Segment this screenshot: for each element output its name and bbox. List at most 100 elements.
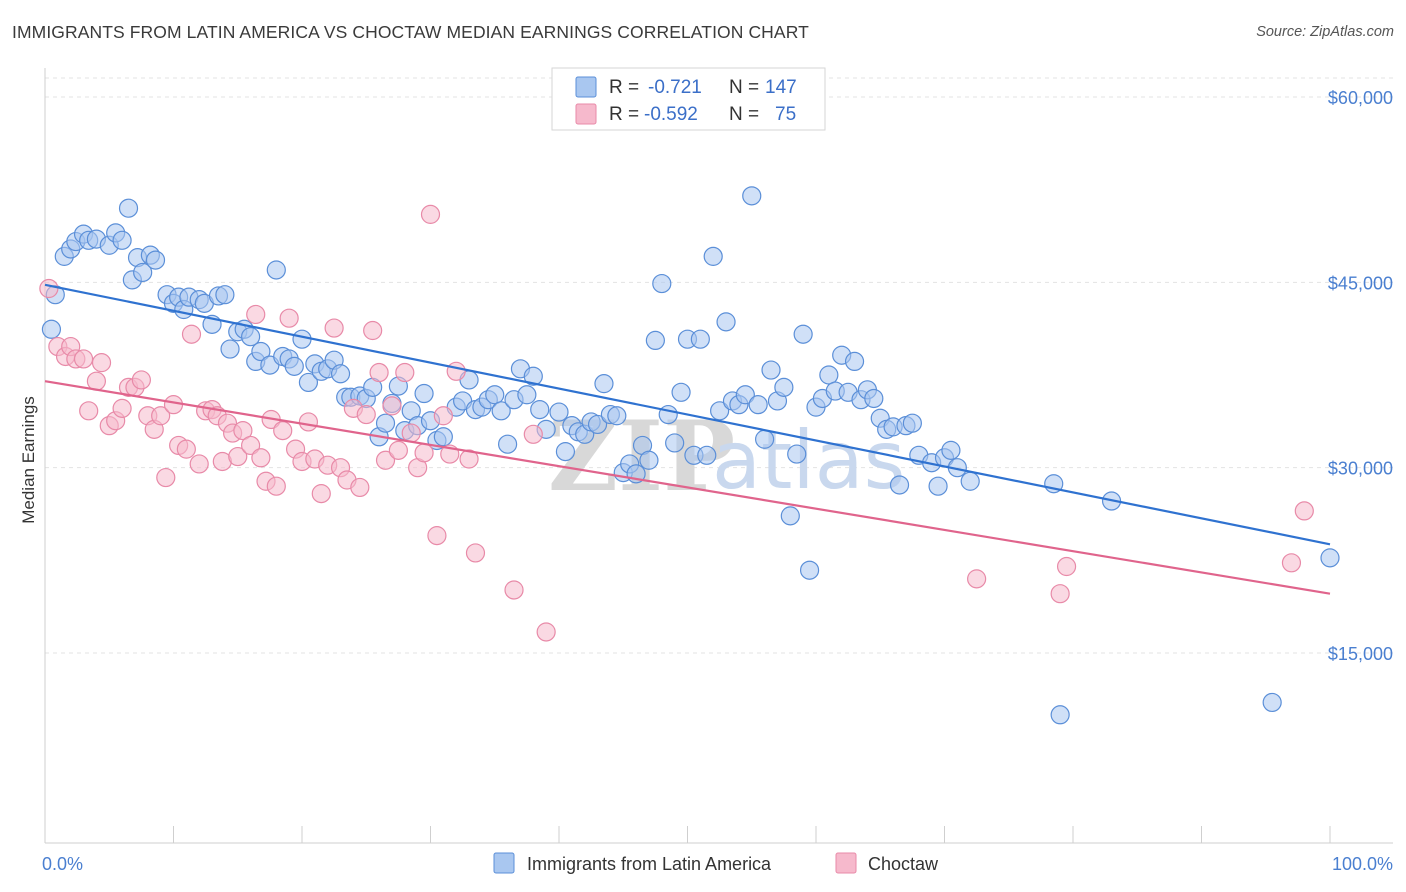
legend-box [551, 67, 826, 131]
data-point-blue [433, 427, 453, 447]
data-point-pink [311, 484, 331, 504]
data-point-pink [363, 320, 383, 341]
data-point-pink [401, 423, 421, 443]
data-point-pink [459, 449, 479, 469]
axes [44, 68, 1393, 844]
x-tick-label-end: 100.0% [1332, 854, 1393, 874]
data-point-pink [279, 308, 299, 328]
legend-n-value-2: 75 [775, 104, 796, 125]
bottom-legend-label-1: Immigrants from Latin America [527, 854, 772, 874]
chart-source: Source: ZipAtlas.com [1256, 24, 1394, 40]
data-point-pink [131, 370, 151, 390]
data-point-blue [112, 230, 132, 250]
data-point-pink [39, 278, 59, 299]
data-point-pink [1056, 556, 1077, 577]
y-tick-label: $30,000 [1328, 459, 1393, 479]
data-point-blue [292, 329, 312, 349]
data-point-blue [133, 262, 153, 283]
data-point-pink [465, 543, 486, 563]
data-point-pink [369, 362, 389, 383]
data-point-blue [491, 401, 511, 421]
data-point-pink [181, 324, 202, 344]
bottom-legend-label-2: Choctaw [868, 854, 939, 874]
data-point-blue [671, 382, 691, 402]
data-point-blue [215, 285, 235, 305]
legend-r-label-1: R = [609, 77, 639, 98]
y-tick-label: $15,000 [1328, 644, 1393, 664]
data-point-blue [530, 399, 550, 420]
watermark-atlas-text: atlas [712, 414, 905, 507]
data-point-blue [787, 444, 807, 464]
trend-line-blue [44, 283, 1331, 546]
data-point-blue [118, 198, 139, 218]
data-point-pink [1281, 553, 1302, 573]
data-point-blue [658, 404, 678, 425]
data-point-pink [1050, 584, 1070, 604]
data-point-blue [844, 351, 865, 372]
data-point-pink [251, 448, 271, 468]
data-point-blue [889, 475, 910, 495]
data-point-blue [793, 324, 813, 344]
data-point-blue [703, 246, 723, 266]
data-point-blue [607, 406, 627, 426]
data-point-blue [960, 471, 980, 491]
data-points [39, 186, 1340, 725]
data-point-blue [241, 327, 261, 347]
data-point-pink [241, 435, 261, 456]
data-point-pink [375, 450, 396, 470]
legend-swatch-pink [575, 103, 597, 125]
data-point-pink [233, 421, 253, 441]
data-point-blue [941, 440, 961, 460]
legend-r-label-2: R = [609, 104, 639, 125]
data-point-blue [375, 413, 396, 433]
data-point-pink [79, 401, 99, 421]
trend-line-pink [44, 380, 1331, 595]
legend-r-value-2: -0.592 [644, 104, 698, 125]
data-point-pink [91, 353, 112, 373]
data-point-pink [73, 349, 94, 369]
data-point-pink [356, 404, 376, 425]
data-point-pink [324, 318, 344, 338]
data-point-blue [652, 273, 672, 294]
data-point-pink [388, 440, 408, 460]
data-point-pink [298, 412, 319, 432]
data-point-blue [774, 377, 794, 397]
data-point-blue [690, 329, 710, 349]
data-point-pink [1294, 501, 1314, 521]
data-point-blue [587, 414, 608, 435]
data-point-pink [350, 477, 370, 498]
data-point-pink [189, 454, 209, 474]
data-point-blue [742, 186, 762, 206]
data-point-pink [395, 362, 415, 383]
data-point-pink [967, 569, 987, 589]
data-point-blue [928, 476, 948, 496]
data-point-pink [86, 371, 107, 391]
data-point-pink [151, 406, 171, 426]
data-point-blue [555, 442, 576, 462]
data-point-pink [266, 476, 286, 496]
data-point-blue [748, 395, 768, 415]
data-point-blue [517, 385, 537, 405]
data-point-blue [716, 312, 736, 332]
data-point-blue [266, 260, 286, 280]
data-point-blue [665, 433, 685, 453]
data-point-pink [273, 421, 293, 441]
data-point-blue [735, 385, 755, 405]
legend-r-value-1: -0.721 [648, 77, 702, 98]
data-point-blue [220, 339, 240, 359]
data-point-blue [594, 374, 614, 394]
data-point-blue [523, 366, 543, 386]
data-point-blue [697, 445, 717, 465]
data-point-blue [251, 341, 271, 362]
top-legend: R = -0.721 N = 147 R = -0.592 N = 75 [551, 67, 826, 131]
data-point-blue [41, 319, 62, 339]
data-point-pink [163, 395, 184, 415]
y-tick-label: $45,000 [1328, 273, 1393, 293]
data-point-blue [284, 356, 304, 376]
y-tick-labels: $15,000 $30,000 $45,000 $60,000 [1328, 88, 1393, 664]
legend-n-value-1: 147 [765, 77, 797, 98]
data-point-blue [902, 413, 922, 433]
data-point-blue [754, 429, 775, 449]
data-point-blue [799, 560, 820, 580]
